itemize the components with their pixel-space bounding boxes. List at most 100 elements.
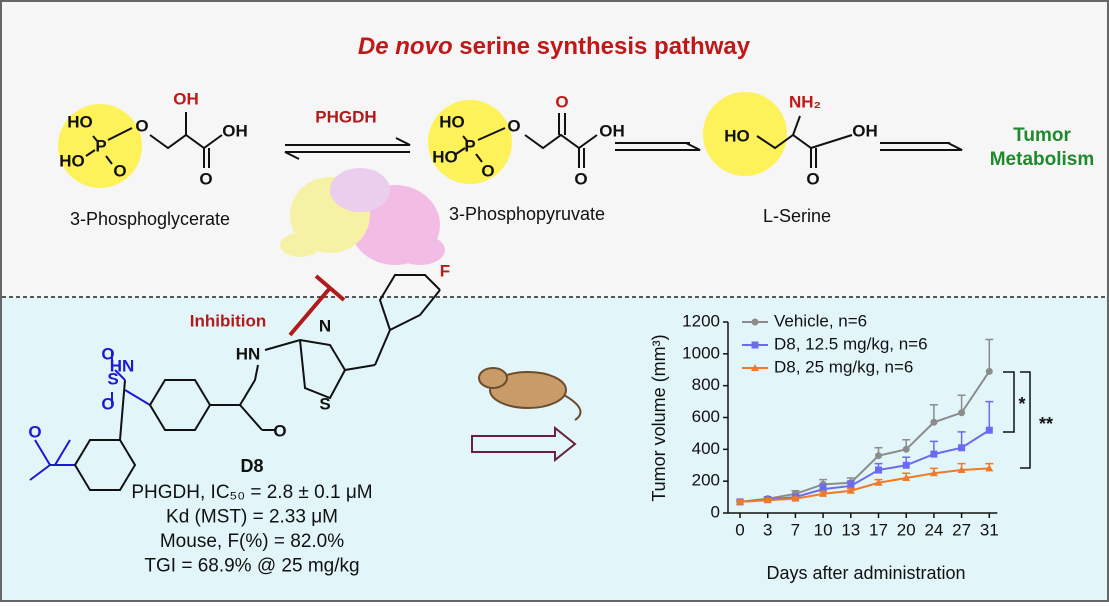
highlight — [58, 104, 142, 188]
bonds — [148, 274, 441, 431]
marker — [847, 482, 855, 490]
marker — [930, 450, 938, 458]
marker — [875, 452, 882, 460]
highlight — [703, 92, 787, 176]
atom-label: HN — [110, 356, 135, 375]
marker — [751, 318, 759, 326]
y-axis-label: Tumor volume (mm³) — [649, 334, 669, 501]
equilibrium-arrow — [284, 137, 411, 160]
y-tick-label: 400 — [692, 439, 720, 458]
marker — [751, 341, 759, 349]
atom-label: O — [273, 421, 286, 440]
significance-label: ** — [1039, 414, 1053, 434]
y-tick-label: 1200 — [682, 311, 720, 330]
x-tick-label: 3 — [763, 520, 772, 539]
x-tick-label: 27 — [952, 520, 971, 539]
molecule-name: 3-Phosphopyruvate — [449, 204, 605, 224]
hollow-arrow — [471, 425, 577, 463]
atom-label: N — [319, 316, 331, 335]
atom-label: S — [319, 394, 330, 413]
y-tick-label: 0 — [711, 502, 720, 521]
series-line — [739, 467, 990, 503]
atom-label: HN — [236, 344, 261, 363]
bonds — [111, 352, 151, 406]
legend-label: D8, 25 mg/kg, n=6 — [774, 357, 913, 376]
x-tick-label: 17 — [869, 520, 888, 539]
atom-label: HO — [59, 151, 85, 170]
compound-name: D8 — [240, 456, 263, 476]
marker — [791, 494, 800, 502]
highlight — [428, 100, 512, 184]
x-axis-label: Days after administration — [766, 563, 965, 583]
marker — [902, 473, 911, 481]
x-tick-label: 10 — [814, 520, 833, 539]
atom-label: O — [481, 161, 494, 180]
series-line — [739, 370, 991, 503]
marker — [985, 426, 993, 434]
atom-label: HO — [432, 147, 458, 166]
series-line — [739, 429, 990, 503]
y-tick-label: 600 — [692, 407, 720, 426]
legend-label: D8, 12.5 mg/kg, n=6 — [774, 334, 928, 353]
marker — [819, 489, 828, 497]
marker — [929, 469, 938, 477]
atom-label: O — [507, 116, 520, 135]
bonds — [756, 115, 853, 168]
compound-property: Kd (MST) = 2.33 μM — [166, 507, 338, 528]
atom-label: O — [199, 169, 212, 188]
bottom-panel — [1, 297, 1108, 601]
atom-label: P — [95, 136, 106, 155]
title-italic: De novo — [358, 33, 453, 60]
bonds — [85, 112, 223, 168]
mouse-icon — [478, 367, 582, 421]
atom-label: O — [555, 92, 568, 111]
significance-label: * — [1018, 394, 1025, 414]
atom-label: O — [28, 422, 41, 441]
error-bar — [985, 400, 994, 431]
atom-label: O — [101, 344, 114, 363]
marker — [819, 485, 827, 493]
title-rest: serine synthesis pathway — [459, 33, 750, 60]
arrow — [880, 142, 963, 151]
marker — [902, 461, 910, 469]
y-tick-label: 1000 — [682, 343, 720, 362]
marker — [930, 418, 938, 426]
protein-structure — [280, 168, 445, 265]
marker — [736, 497, 744, 505]
atom-label: P — [464, 136, 475, 155]
atom-label: O — [135, 116, 148, 135]
bonds — [455, 113, 598, 168]
atom-label: OH — [852, 121, 878, 140]
ring — [73, 379, 137, 491]
atom-label: OH — [599, 121, 625, 140]
marker — [846, 486, 855, 494]
compound-property: PHGDH, IC₅₀ = 2.8 ± 0.1 μM — [131, 482, 372, 503]
marker — [875, 466, 882, 474]
atom-label: O — [101, 394, 114, 413]
outcome-label: Metabolism — [990, 149, 1095, 170]
atom-label: OH — [173, 89, 199, 108]
marker — [874, 478, 883, 486]
y-tick-label: 200 — [692, 471, 720, 490]
x-tick-label: 13 — [841, 520, 860, 539]
atom-label: NH₂ — [789, 92, 821, 111]
x-tick-label: 0 — [735, 520, 744, 539]
marker — [958, 409, 966, 417]
marker — [985, 464, 994, 472]
atom-label: O — [574, 169, 587, 188]
significance-bracket — [1003, 371, 1031, 469]
inhibition-label: Inhibition — [190, 311, 266, 330]
marker — [763, 496, 772, 504]
x-tick-label: 24 — [924, 520, 943, 539]
legend-label: Vehicle, n=6 — [774, 311, 867, 330]
x-tick-label: 20 — [897, 520, 916, 539]
marker — [958, 444, 966, 452]
atom-label: O — [806, 169, 819, 188]
outcome-label: Tumor — [1013, 125, 1071, 146]
marker — [751, 364, 759, 371]
bonds — [29, 439, 75, 481]
y-tick-label: 800 — [692, 375, 720, 394]
